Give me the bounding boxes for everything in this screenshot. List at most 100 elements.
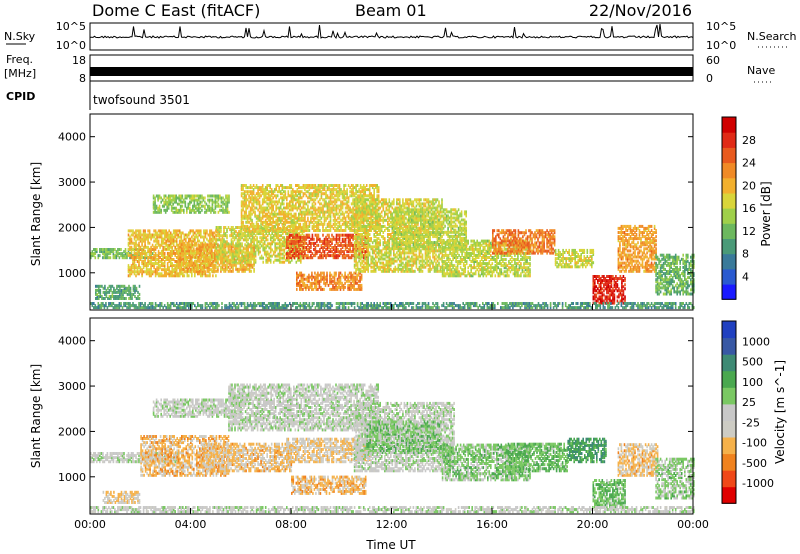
- data-cell: [270, 208, 273, 212]
- data-cell: [229, 263, 231, 267]
- data-cell: [261, 212, 264, 216]
- data-cell: [251, 248, 254, 252]
- data-cell: [157, 251, 160, 255]
- data-cell: [224, 232, 227, 236]
- data-cell: [227, 250, 230, 254]
- data-cell: [245, 202, 247, 206]
- data-cell: [182, 249, 185, 253]
- data-cell: [133, 237, 136, 241]
- data-cell: [298, 246, 300, 249]
- data-cell: [371, 257, 374, 261]
- data-cell: [211, 253, 213, 257]
- data-cell: [245, 190, 247, 194]
- data-cell: [184, 243, 186, 247]
- data-cell: [305, 248, 308, 251]
- data-cell: [123, 284, 126, 288]
- data-cell: [351, 273, 354, 277]
- data-cell: [117, 288, 120, 292]
- data-cell: [164, 210, 167, 214]
- data-cell: [305, 283, 307, 287]
- data-cell: [274, 244, 276, 248]
- data-cell: [292, 250, 294, 254]
- data-cell: [373, 267, 375, 271]
- data-cell: [335, 233, 338, 237]
- data-cell: [222, 202, 224, 206]
- data-cell: [263, 246, 266, 250]
- data-cell: [344, 196, 347, 200]
- data-cell: [112, 254, 115, 258]
- data-cell: [323, 188, 326, 192]
- data-cell: [128, 286, 130, 290]
- data-cell: [374, 186, 377, 190]
- data-cell: [258, 229, 261, 232]
- data-cell: [355, 206, 357, 210]
- data-cell: [302, 256, 305, 260]
- data-cell: [296, 275, 298, 279]
- data-cell: [156, 262, 158, 266]
- data-cell: [116, 286, 118, 290]
- data-cell: [290, 220, 293, 224]
- data-cell: [159, 235, 161, 239]
- data-cell: [192, 233, 195, 237]
- data-cell: [255, 216, 258, 220]
- data-cell: [111, 292, 114, 296]
- data-cell: [159, 266, 161, 270]
- data-cell: [160, 264, 163, 268]
- data-cell: [247, 246, 249, 250]
- data-cell: [214, 243, 216, 247]
- data-cell: [145, 262, 148, 266]
- data-cell: [207, 260, 210, 263]
- data-cell: [226, 240, 228, 244]
- data-cell: [166, 204, 168, 208]
- data-cell: [172, 270, 175, 274]
- data-cell: [322, 192, 324, 196]
- data-cell: [152, 194, 155, 198]
- data-cell: [266, 188, 268, 192]
- data-cell: [302, 204, 305, 208]
- data-cell: [250, 260, 252, 264]
- data-cell: [254, 194, 256, 198]
- nsearch-tick-bottom: 10^0: [706, 39, 736, 52]
- data-cell: [163, 204, 165, 208]
- data-cell: [283, 256, 286, 260]
- data-cell: [198, 251, 201, 255]
- data-cell: [261, 214, 264, 218]
- data-cell: [260, 256, 263, 260]
- data-cell: [129, 247, 131, 251]
- data-cell: [370, 245, 372, 249]
- data-cell: [148, 249, 151, 253]
- data-cell: [256, 246, 258, 250]
- data-cell: [93, 248, 95, 251]
- data-cell: [286, 246, 288, 249]
- data-cell: [139, 247, 142, 251]
- data-cell: [338, 233, 341, 237]
- data-cell: [179, 208, 182, 212]
- data-cell: [298, 186, 300, 190]
- data-cell: [199, 263, 201, 267]
- data-cell: [206, 263, 209, 267]
- data-cell: [324, 283, 327, 287]
- data-cell: [240, 194, 243, 198]
- data-cell: [326, 196, 329, 200]
- data-cell: [368, 233, 371, 236]
- data-cell: [317, 273, 319, 277]
- data-cell: [161, 204, 164, 208]
- data-cell: [195, 243, 198, 247]
- data-cell: [113, 286, 115, 290]
- data-cell: [356, 263, 359, 267]
- data-cell: [294, 232, 296, 236]
- data-cell: [261, 184, 264, 187]
- data-cell: [356, 249, 359, 253]
- data-cell: [250, 234, 252, 238]
- data-cell: [320, 279, 322, 283]
- data-cell: [129, 274, 131, 278]
- data-cell: [338, 190, 341, 194]
- data-cell: [371, 214, 374, 218]
- data-cell: [171, 235, 173, 239]
- data-cell: [266, 184, 268, 187]
- data-cell: [317, 218, 320, 222]
- data-cell: [293, 198, 296, 202]
- data-cell: [214, 253, 216, 257]
- data-cell: [361, 200, 363, 204]
